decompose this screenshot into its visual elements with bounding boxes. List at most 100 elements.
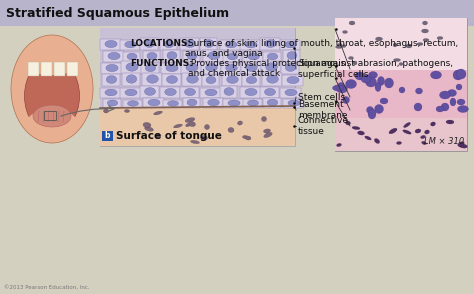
Ellipse shape [436, 106, 444, 112]
Ellipse shape [414, 103, 422, 111]
Ellipse shape [430, 71, 441, 79]
Ellipse shape [184, 88, 195, 96]
Ellipse shape [147, 52, 157, 60]
Ellipse shape [227, 53, 238, 60]
Ellipse shape [145, 64, 156, 72]
Bar [243, 52, 263, 62]
Bar [223, 52, 241, 62]
Ellipse shape [439, 91, 450, 99]
Ellipse shape [154, 111, 163, 115]
Text: Basement
membrane: Basement membrane [298, 100, 347, 120]
Ellipse shape [106, 76, 117, 83]
Bar [100, 39, 121, 50]
Ellipse shape [352, 126, 360, 130]
Ellipse shape [285, 64, 296, 71]
Ellipse shape [125, 41, 136, 48]
Ellipse shape [204, 124, 210, 129]
Ellipse shape [346, 121, 350, 125]
Ellipse shape [165, 88, 176, 96]
Ellipse shape [107, 100, 118, 106]
Ellipse shape [287, 52, 297, 59]
Ellipse shape [226, 64, 237, 72]
Bar [183, 51, 200, 62]
Ellipse shape [105, 89, 117, 96]
Ellipse shape [208, 52, 220, 59]
Bar [240, 40, 261, 50]
Bar [44, 111, 56, 120]
Bar [120, 40, 140, 50]
Ellipse shape [166, 76, 177, 83]
Ellipse shape [457, 99, 465, 105]
Ellipse shape [125, 109, 129, 113]
Bar [283, 50, 300, 62]
Ellipse shape [353, 61, 357, 65]
Ellipse shape [227, 76, 238, 83]
Ellipse shape [457, 106, 468, 113]
Ellipse shape [205, 89, 217, 96]
Bar [160, 39, 177, 50]
Ellipse shape [417, 43, 423, 46]
Ellipse shape [337, 85, 347, 93]
Ellipse shape [416, 88, 422, 94]
Ellipse shape [11, 35, 93, 143]
Ellipse shape [332, 85, 344, 91]
Text: LM × 310: LM × 310 [424, 137, 464, 146]
Ellipse shape [393, 43, 397, 47]
Bar [142, 73, 162, 86]
Ellipse shape [243, 136, 247, 138]
Ellipse shape [187, 99, 197, 106]
Bar [102, 131, 113, 141]
Bar [242, 75, 260, 86]
Bar [141, 63, 159, 74]
Ellipse shape [108, 52, 120, 60]
Bar [282, 75, 303, 86]
Ellipse shape [204, 40, 214, 47]
Text: LOCATIONS:: LOCATIONS: [130, 39, 191, 48]
Text: Surface of skin; lining of mouth, throat, esophagus, rectum,
anus, and vagina: Surface of skin; lining of mouth, throat… [185, 39, 458, 59]
Bar [123, 52, 140, 62]
Bar [335, 70, 467, 118]
Ellipse shape [148, 99, 160, 106]
Text: Provides physical protection against abrasion, pathogens,
and chemical attack: Provides physical protection against abr… [188, 59, 453, 78]
Bar [28, 62, 39, 76]
Ellipse shape [336, 46, 343, 49]
Bar [181, 62, 202, 74]
Ellipse shape [365, 77, 376, 87]
Ellipse shape [366, 106, 374, 113]
Ellipse shape [343, 31, 347, 34]
Ellipse shape [397, 141, 401, 145]
Bar [162, 74, 181, 86]
Bar [280, 40, 300, 50]
Ellipse shape [266, 63, 277, 71]
Bar [201, 62, 221, 74]
Bar [221, 63, 241, 74]
Text: Stratified Squamous Epithelium: Stratified Squamous Epithelium [6, 6, 229, 19]
Ellipse shape [406, 44, 412, 48]
Ellipse shape [228, 100, 240, 106]
Ellipse shape [288, 100, 300, 106]
Ellipse shape [105, 40, 117, 48]
Bar [222, 74, 242, 86]
Ellipse shape [26, 109, 78, 139]
Bar [260, 38, 280, 50]
Ellipse shape [126, 63, 138, 71]
Ellipse shape [128, 101, 138, 106]
Ellipse shape [285, 41, 296, 48]
Ellipse shape [456, 84, 462, 90]
Ellipse shape [167, 101, 179, 106]
Bar [203, 50, 224, 62]
Ellipse shape [127, 53, 137, 60]
Ellipse shape [422, 21, 428, 25]
Bar [100, 108, 295, 146]
Ellipse shape [447, 89, 456, 96]
Bar [140, 38, 158, 50]
Ellipse shape [421, 141, 427, 145]
Ellipse shape [103, 109, 109, 113]
Text: b: b [105, 131, 110, 141]
Ellipse shape [206, 64, 217, 71]
Ellipse shape [375, 83, 381, 91]
Ellipse shape [189, 121, 195, 127]
Ellipse shape [368, 109, 376, 119]
Bar [103, 51, 124, 62]
Bar [103, 99, 121, 108]
